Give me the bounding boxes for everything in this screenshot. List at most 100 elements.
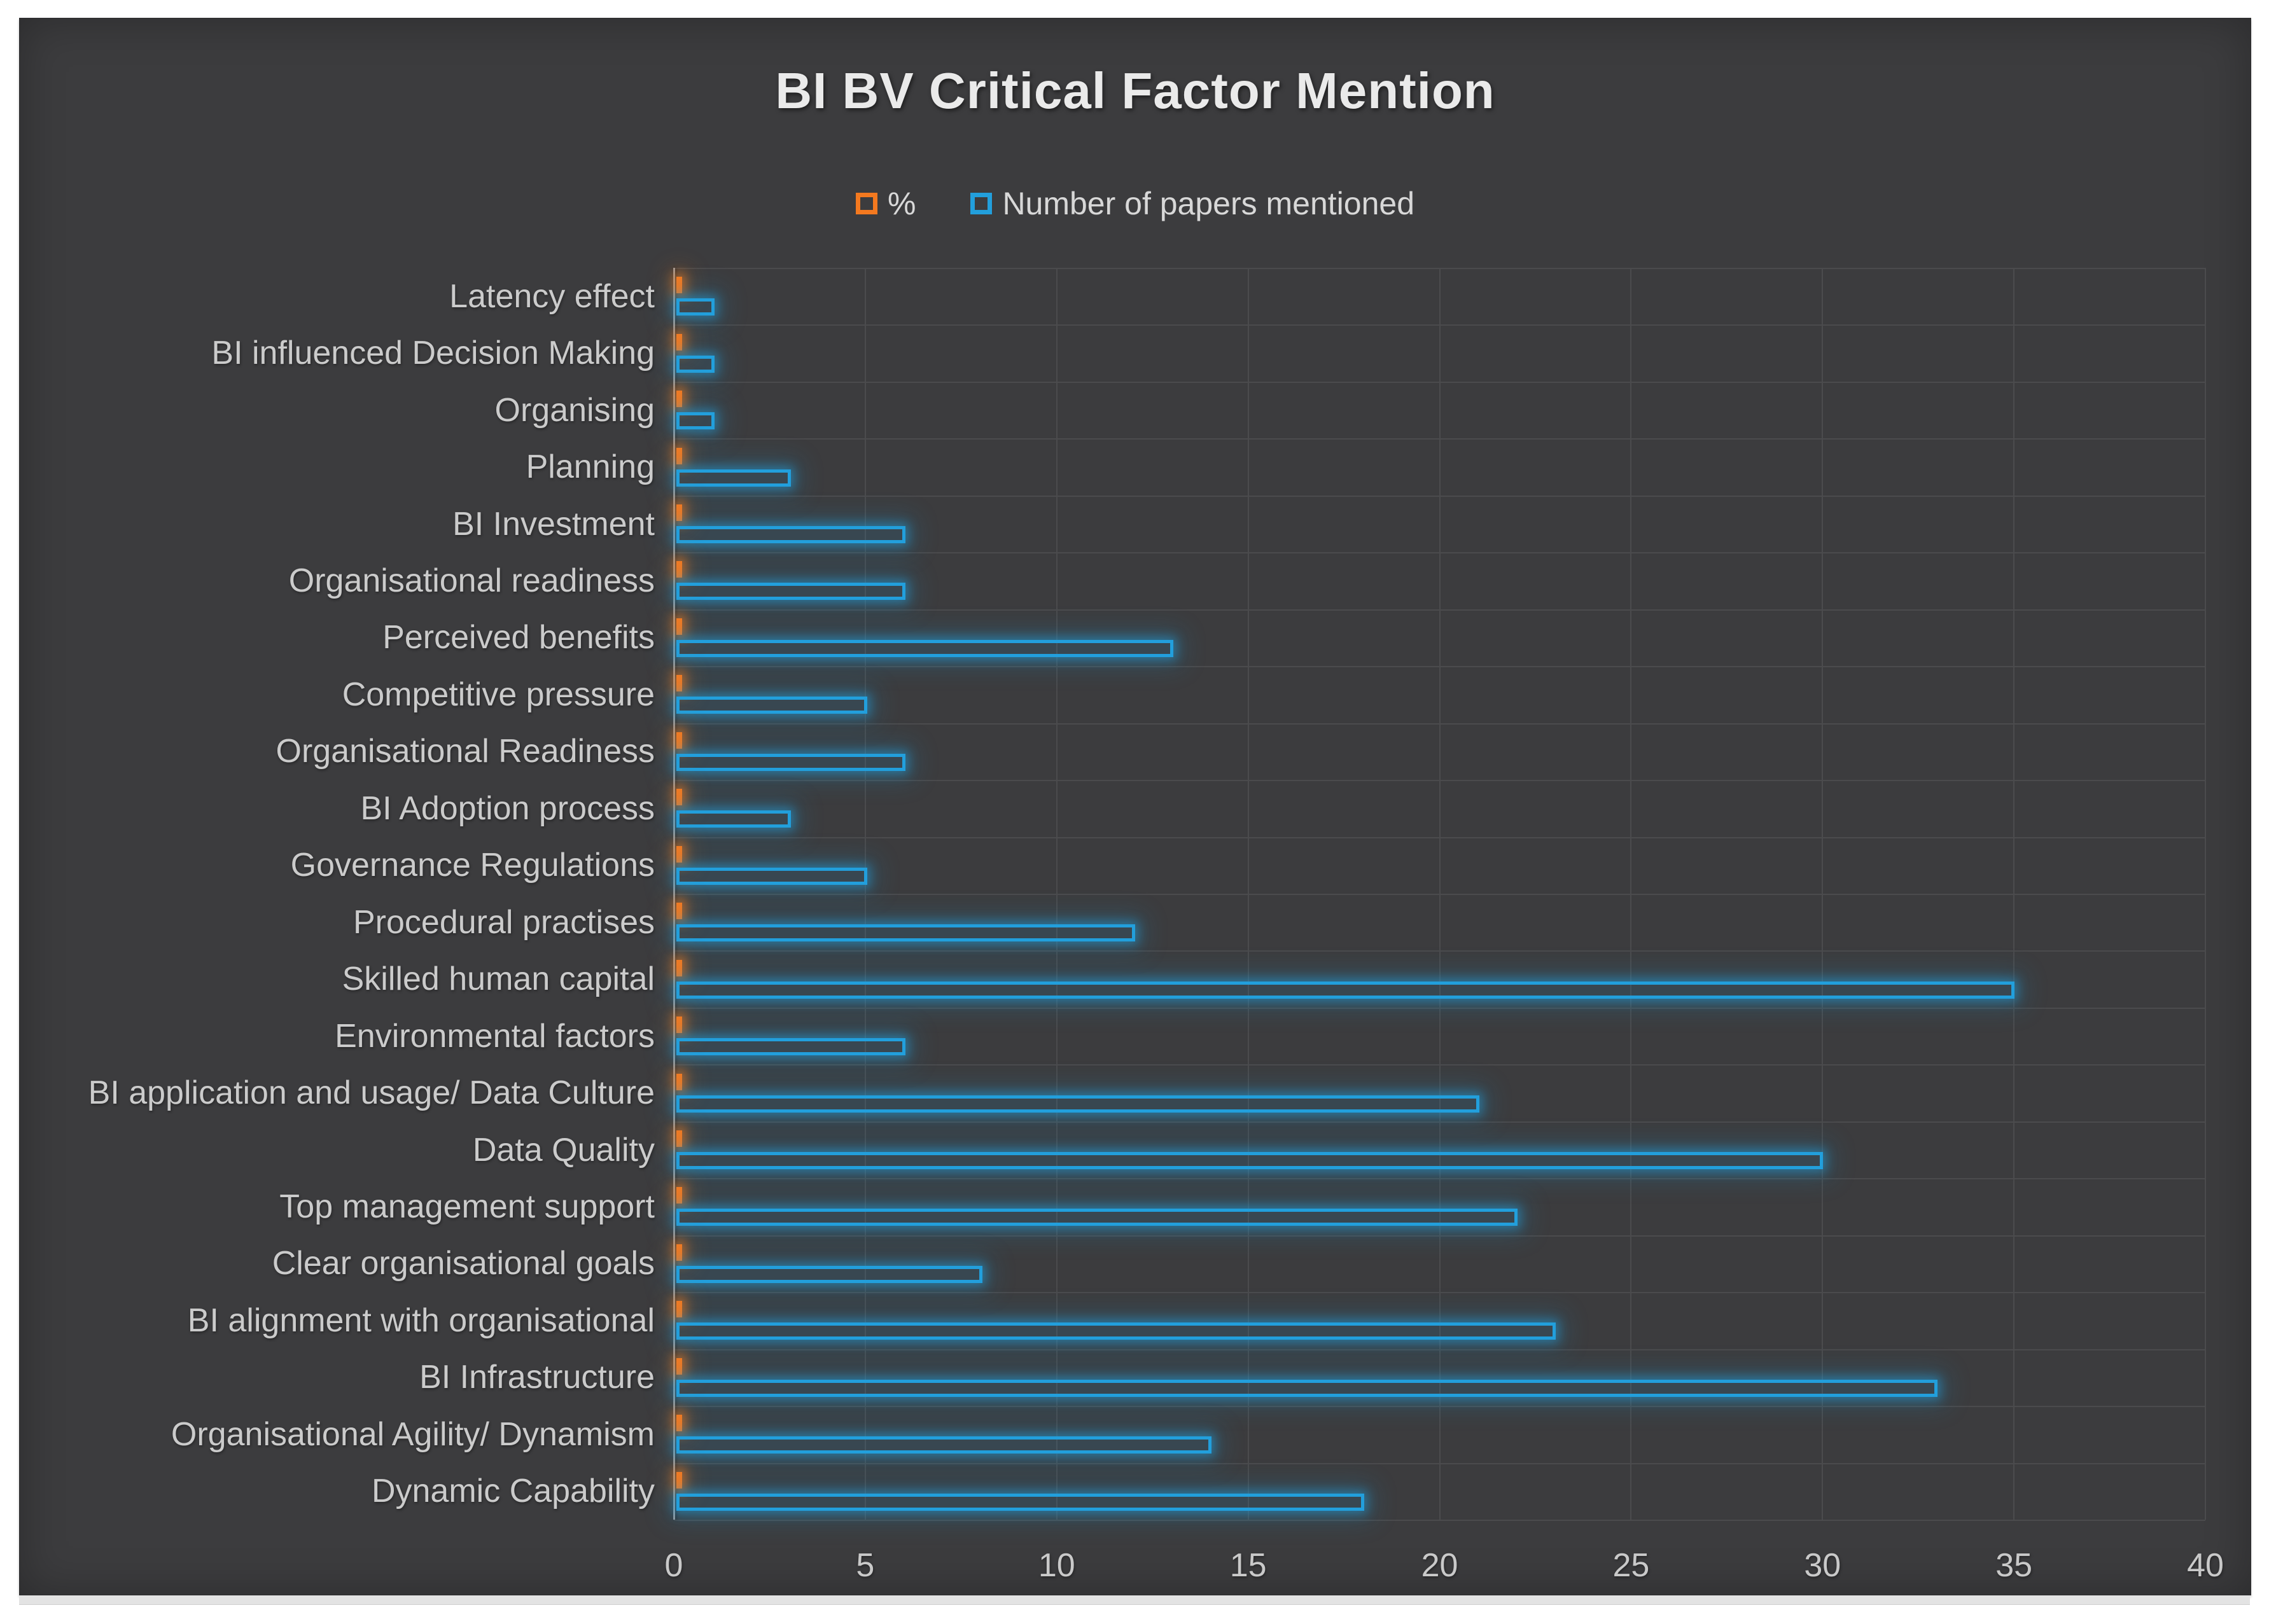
- papers-bar: [676, 924, 1135, 942]
- papers-bar: [676, 1379, 1938, 1397]
- x-tick-label: 5: [856, 1547, 875, 1584]
- papers-bar: [676, 469, 792, 487]
- category-label: BI Investment: [452, 505, 655, 543]
- gridline-vertical: [2205, 268, 2206, 1520]
- papers-bar: [676, 810, 792, 828]
- papers-bar: [676, 1095, 1479, 1113]
- category-label: Organisational Agility/ Dynamism: [171, 1415, 655, 1453]
- papers-bar: [676, 1322, 1556, 1340]
- gridline-vertical: [1822, 268, 1824, 1520]
- category-label: Latency effect: [449, 277, 655, 315]
- x-tick-label: 10: [1038, 1547, 1075, 1584]
- x-tick-label: 30: [1804, 1547, 1841, 1584]
- category-row: BI Infrastructure: [419, 1349, 2205, 1406]
- category-label: Organising: [494, 391, 655, 429]
- category-label: BI application and usage/ Data Culture: [88, 1074, 655, 1112]
- category-label: Top management support: [279, 1188, 655, 1225]
- x-tick-label: 40: [2187, 1547, 2224, 1584]
- legend: % Number of papers mentioned: [20, 185, 2251, 222]
- category-label: BI influenced Decision Making: [211, 335, 655, 372]
- papers-bar: [676, 867, 868, 885]
- papers-bar: [676, 1265, 982, 1283]
- gridline-vertical: [1247, 268, 1249, 1520]
- x-tick-label: 35: [1995, 1547, 2033, 1584]
- papers-bar: [676, 697, 868, 714]
- percent-bar: [676, 561, 682, 578]
- category-row: Competitive pressure: [342, 666, 2205, 723]
- percent-bar: [676, 732, 682, 749]
- category-row: Latency effect: [449, 268, 2205, 324]
- category-label: Organisational Readiness: [276, 733, 655, 770]
- papers-bar: [676, 981, 2014, 999]
- gridline-horizontal: [674, 1520, 2205, 1521]
- papers-bar: [676, 1493, 1365, 1511]
- gridline-vertical: [864, 268, 866, 1520]
- category-label: BI alignment with organisational: [187, 1301, 655, 1339]
- percent-bar: [676, 1073, 682, 1090]
- gridline-vertical: [1630, 268, 1632, 1520]
- papers-bar: [676, 583, 906, 600]
- papers-bar: [676, 526, 906, 544]
- category-label: BI Adoption process: [360, 789, 655, 827]
- category-row: Organisational readiness: [289, 552, 2205, 609]
- plot-area: Latency effect BI influenced Decision Mak…: [88, 268, 2206, 1521]
- papers-bar: [676, 1209, 1518, 1226]
- chart-canvas: BI BV Critical Factor Mention % Number o…: [19, 18, 2251, 1595]
- category-row: Governance Regulations: [291, 837, 2205, 894]
- percent-bar: [676, 1244, 682, 1261]
- category-label: Data Quality: [472, 1131, 655, 1169]
- papers-bar: [676, 1038, 906, 1056]
- percent-bar: [676, 1301, 682, 1318]
- legend-item-papers: Number of papers mentioned: [970, 185, 1414, 222]
- x-tick-label: 15: [1229, 1547, 1267, 1584]
- category-label: Organisational readiness: [288, 562, 655, 599]
- y-axis-line: [673, 268, 675, 1520]
- gridline-vertical: [1056, 268, 1058, 1520]
- percent-bar: [676, 1357, 682, 1375]
- papers-bar: [676, 1436, 1212, 1454]
- percent-bar: [676, 1130, 682, 1148]
- papers-bar: [676, 639, 1173, 657]
- category-label: Competitive pressure: [342, 676, 655, 713]
- percent-bar: [676, 391, 682, 408]
- category-label: Skilled human capital: [342, 961, 655, 998]
- percent-bar: [676, 447, 682, 464]
- papers-bar: [676, 355, 715, 373]
- legend-label-papers: Number of papers mentioned: [1002, 186, 1415, 221]
- category-label: Planning: [526, 448, 655, 486]
- gridline-vertical: [2013, 268, 2015, 1520]
- percent-bar: [676, 277, 682, 294]
- x-tick-label: 20: [1421, 1547, 1458, 1584]
- category-label: Governance Regulations: [290, 847, 655, 884]
- category-row: Environmental factors: [335, 1008, 2205, 1064]
- category-label: Procedural practises: [353, 903, 655, 941]
- percent-bar: [676, 1187, 682, 1204]
- category-row: BI application and usage/ Data Culture: [88, 1064, 2205, 1121]
- percent-bar: [676, 333, 682, 350]
- papers-legend-swatch-icon: [970, 193, 993, 214]
- category-row: Dynamic Capability: [372, 1463, 2205, 1520]
- category-row: Clear organisational goals: [272, 1235, 2205, 1292]
- category-row: BI influenced Decision Making: [211, 324, 2205, 381]
- x-axis: 0 5 10 15 20 25 30 35 40: [665, 1546, 2224, 1591]
- chart-title: BI BV Critical Factor Mention: [775, 62, 1495, 119]
- percent-bar: [676, 1471, 682, 1489]
- percent-bar: [676, 789, 682, 806]
- category-row: Organising: [495, 382, 2205, 438]
- papers-bar: [676, 412, 715, 430]
- category-label: BI Infrastructure: [419, 1359, 655, 1396]
- category-row: BI Investment: [452, 496, 2205, 552]
- percent-bar: [676, 903, 682, 920]
- category-label: Environmental factors: [335, 1017, 655, 1055]
- category-label: Clear organisational goals: [272, 1245, 655, 1282]
- category-row: Organisational Readiness: [276, 723, 2205, 780]
- percent-bar: [676, 1017, 682, 1034]
- papers-bar: [676, 298, 715, 316]
- gridline-vertical: [1439, 268, 1441, 1520]
- x-tick-label: 25: [1612, 1547, 1650, 1584]
- category-label: Dynamic Capability: [371, 1473, 655, 1510]
- papers-bar: [676, 753, 906, 771]
- percent-legend-swatch-icon: [855, 193, 877, 214]
- percent-bar: [676, 618, 682, 635]
